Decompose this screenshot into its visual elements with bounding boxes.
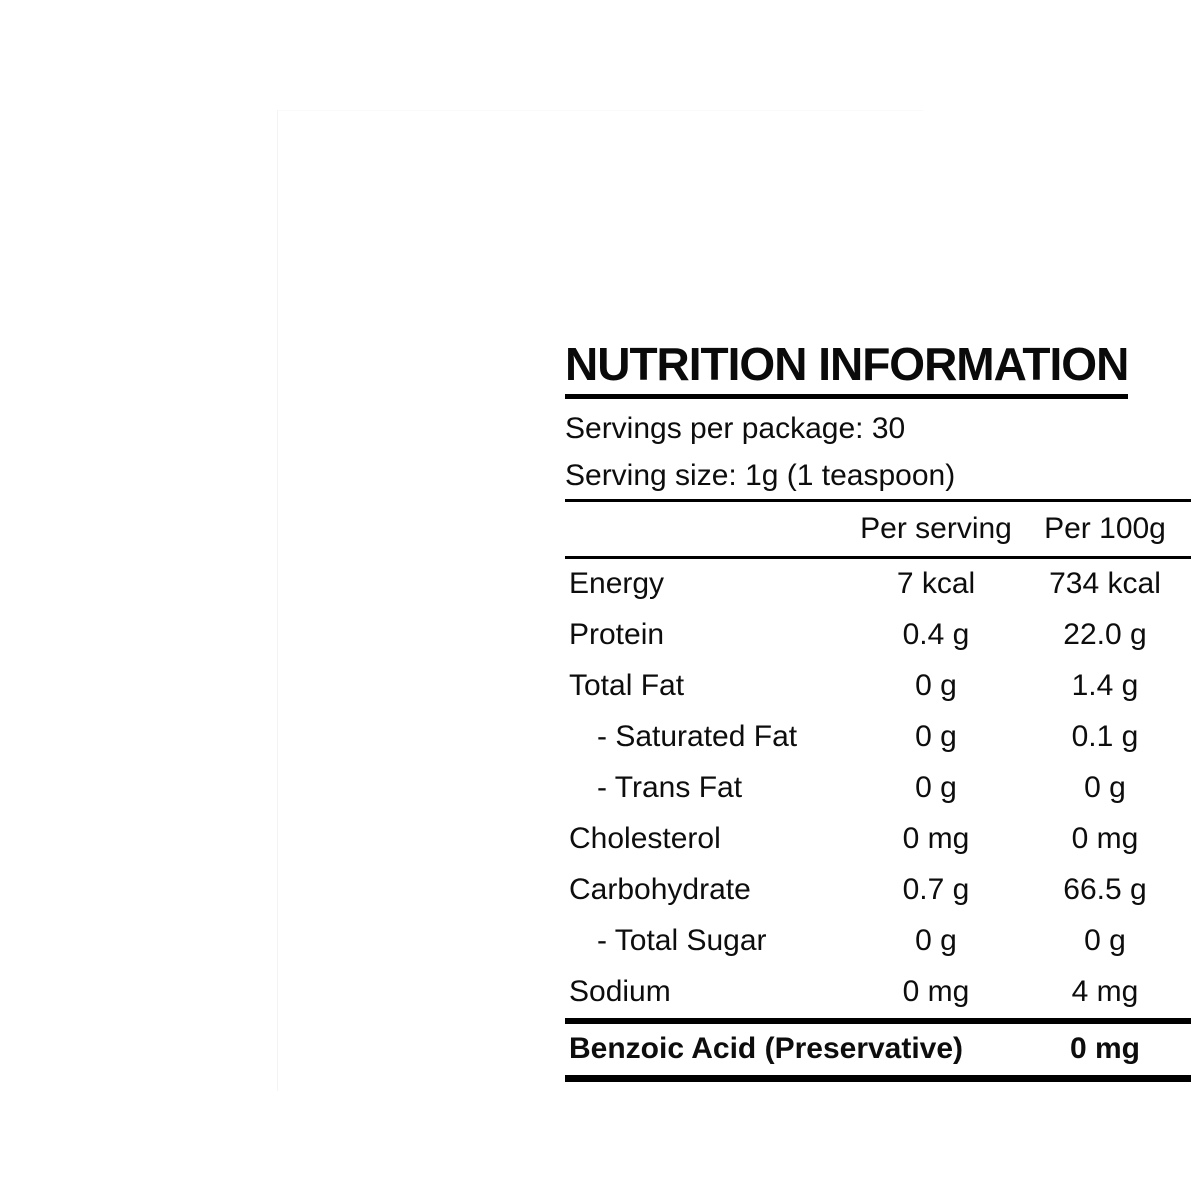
nutrient-value-per-serving: 0 g (915, 669, 957, 703)
additive-row-benzoic-acid: Benzoic Acid (Preservative) 0 mg (565, 1017, 1191, 1082)
nutrient-row-saturated-fat: - Saturated Fat 0 g 0.1 g (565, 712, 1191, 763)
nutrition-table: Per serving Per 100g Energy 7 kcal 734 k… (565, 498, 1191, 1082)
nutrient-value-per-100g: 734 kcal (1049, 567, 1161, 601)
label-image-frame: NUTRITION INFORMATION Servings per packa… (277, 110, 1191, 1091)
serving-size-line: Serving size: 1g (1 teaspoon) (565, 458, 956, 492)
nutrient-value-per-100g: 0.1 g (1071, 720, 1139, 754)
nutrient-name: - Total Sugar (597, 924, 767, 958)
nutrient-value-per-serving: 0.7 g (902, 873, 970, 907)
nutrient-value-per-serving: 0 g (915, 771, 957, 805)
nutrient-value-per-serving: 0 mg (902, 822, 970, 856)
servings-per-package-line: Servings per package: 30 (565, 411, 906, 445)
additive-name: Benzoic Acid (Preservative) (565, 1017, 1019, 1082)
column-header-per-100g: Per 100g (1019, 498, 1191, 559)
nutrient-name: Protein (569, 618, 665, 652)
nutrient-row-cholesterol: Cholesterol 0 mg 0 mg (565, 814, 1191, 865)
additive-value-per-100g: 0 mg (1019, 1017, 1191, 1082)
nutrient-value-per-serving: 0 mg (902, 975, 970, 1009)
nutrition-label: NUTRITION INFORMATION Servings per packa… (565, 338, 1191, 1082)
column-header-nutrient (565, 498, 853, 559)
nutrient-row-trans-fat: - Trans Fat 0 g 0 g (565, 763, 1191, 814)
nutrient-name: - Saturated Fat (597, 720, 798, 754)
column-header-per-serving: Per serving (853, 498, 1019, 559)
nutrient-row-energy: Energy 7 kcal 734 kcal (565, 557, 1191, 610)
nutrient-value-per-100g: 22.0 g (1063, 618, 1147, 652)
nutrient-name: Cholesterol (569, 822, 721, 856)
nutrient-value-per-100g: 0 g (1084, 924, 1126, 958)
nutrient-value-per-serving: 0 g (915, 924, 957, 958)
nutrient-row-protein: Protein 0.4 g 22.0 g (565, 610, 1191, 661)
nutrient-value-per-100g: 1.4 g (1071, 669, 1139, 703)
column-header-row: Per serving Per 100g (565, 498, 1191, 559)
nutrient-name: - Trans Fat (597, 771, 743, 805)
nutrient-name: Total Fat (569, 669, 685, 703)
nutrient-value-per-serving: 7 kcal (896, 567, 976, 601)
nutrient-value-per-serving: 0.4 g (902, 618, 970, 652)
nutrient-value-per-100g: 4 mg (1071, 975, 1139, 1009)
nutrient-row-total-fat: Total Fat 0 g 1.4 g (565, 661, 1191, 712)
nutrient-row-sodium: Sodium 0 mg 4 mg (565, 967, 1191, 1021)
nutrient-value-per-100g: 0 g (1084, 771, 1126, 805)
nutrient-value-per-100g: 66.5 g (1063, 873, 1147, 907)
nutrient-value-per-serving: 0 g (915, 720, 957, 754)
nutrient-value-per-100g: 0 mg (1071, 822, 1139, 856)
nutrient-name: Carbohydrate (569, 873, 751, 907)
nutrient-row-total-sugar: - Total Sugar 0 g 0 g (565, 916, 1191, 967)
nutrient-name: Energy (569, 567, 665, 601)
nutrient-row-carbohydrate: Carbohydrate 0.7 g 66.5 g (565, 865, 1191, 916)
nutrient-name: Sodium (569, 975, 671, 1009)
nutrition-title: NUTRITION INFORMATION (565, 338, 1129, 399)
